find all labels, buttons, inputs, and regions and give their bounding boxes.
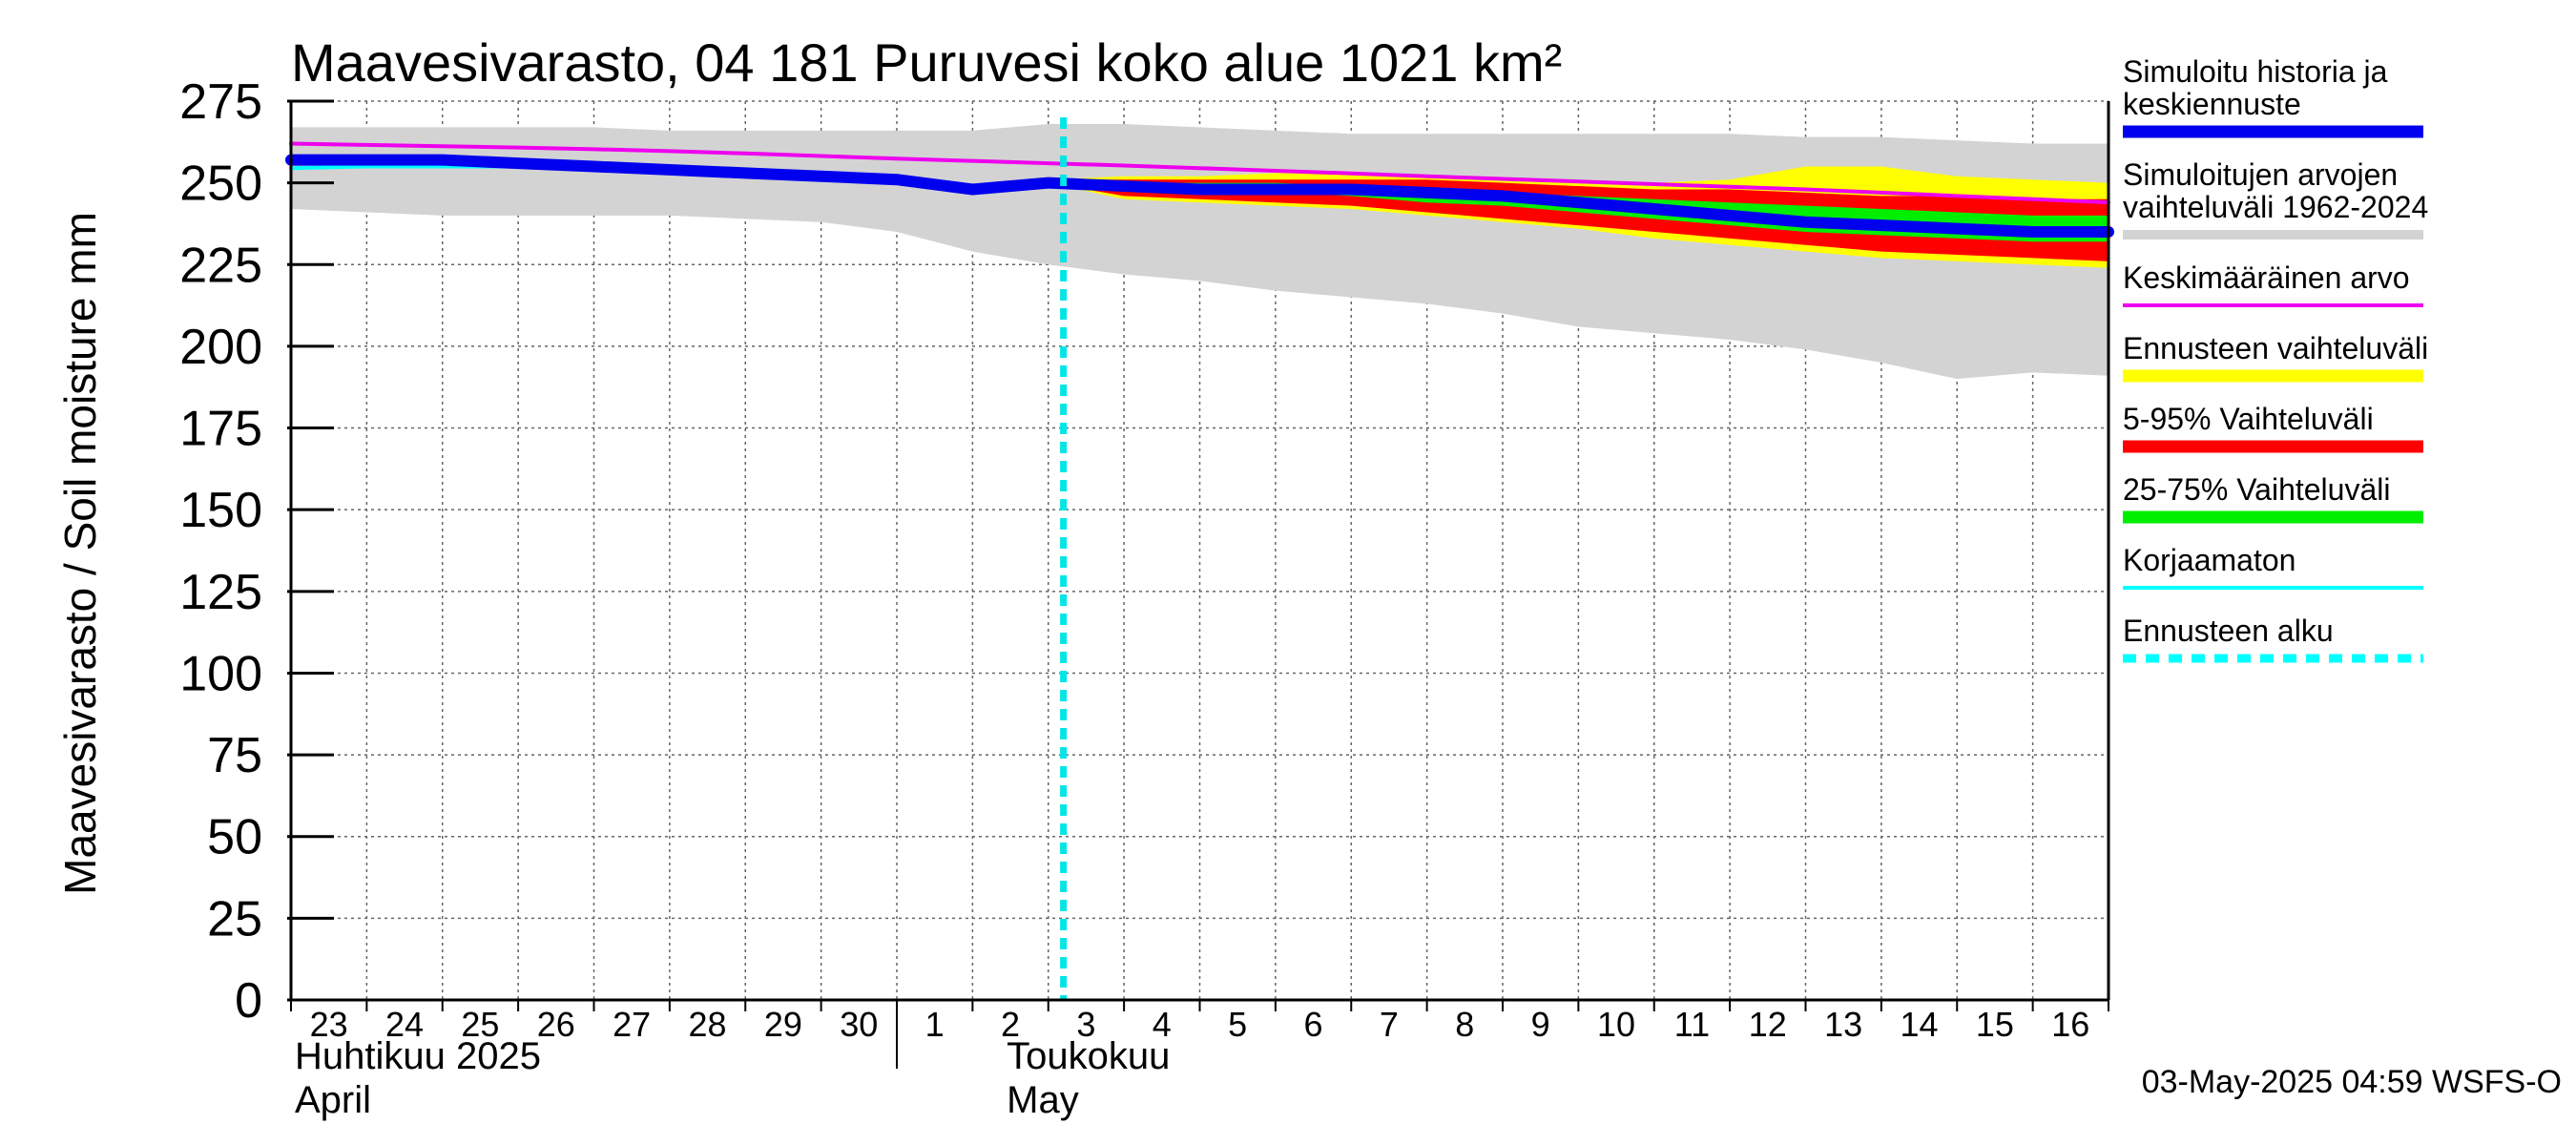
chart-title: Maavesivarasto, 04 181 Puruvesi koko alu… (291, 32, 1562, 93)
x-tick-label: 4 (1153, 1005, 1172, 1044)
x-tick-label: 11 (1674, 1005, 1710, 1044)
legend-label: Ennusteen vaihteluväli (2123, 331, 2428, 365)
month-label-fi: Huhtikuu 2025 (295, 1035, 541, 1077)
month-label-en: May (1007, 1079, 1079, 1121)
legend-label: Korjaamaton (2123, 543, 2296, 577)
y-tick-label: 125 (179, 565, 262, 620)
y-tick-label: 175 (179, 402, 262, 457)
x-tick-label: 6 (1304, 1005, 1323, 1044)
x-tick-label: 15 (1976, 1005, 2014, 1044)
legend-label: Simuloitujen arvojen (2123, 157, 2398, 192)
simulated-median-line (285, 154, 2114, 239)
x-tick-label: 16 (2051, 1005, 2089, 1044)
mean-line (289, 141, 2110, 205)
x-tick-label: 30 (840, 1005, 878, 1044)
x-tick-label: 3 (1076, 1005, 1095, 1044)
x-tick-label: 14 (1901, 1005, 1939, 1044)
x-tick-label: 9 (1531, 1005, 1550, 1044)
x-tick-label: 23 (310, 1005, 348, 1044)
legend-label: 25-75% Vaihteluväli (2123, 472, 2390, 507)
month-label-fi: Toukokuu (1007, 1035, 1170, 1077)
legend-label: Simuloitu historia ja (2123, 54, 2388, 89)
y-tick-label: 150 (179, 483, 262, 538)
x-tick-label: 12 (1749, 1005, 1787, 1044)
y-tick-label: 100 (179, 646, 262, 701)
legend-label: 5-95% Vaihteluväli (2123, 402, 2374, 436)
legend-label: Keskimääräinen arvo (2123, 260, 2410, 295)
y-tick-label: 50 (207, 810, 262, 865)
x-tick-label: 10 (1597, 1005, 1635, 1044)
legend-label: vaihteluväli 1962-2024 (2123, 190, 2428, 224)
legend-label: Ennusteen alku (2123, 614, 2334, 648)
x-tick-label: 7 (1380, 1005, 1399, 1044)
x-tick-label: 25 (461, 1005, 499, 1044)
y-tick-label: 25 (207, 891, 262, 947)
y-tick-label: 200 (179, 320, 262, 375)
x-tick-label: 26 (537, 1005, 575, 1044)
y-tick-label: 225 (179, 238, 262, 293)
x-tick-label: 5 (1228, 1005, 1247, 1044)
y-tick-label: 75 (207, 728, 262, 783)
timestamp-footer: 03-May-2025 04:59 WSFS-O (2142, 1064, 2562, 1100)
y-tick-label: 275 (179, 74, 262, 130)
month-label-en: April (295, 1079, 371, 1121)
x-tick-label: 13 (1824, 1005, 1862, 1044)
x-tick-label: 27 (613, 1005, 651, 1044)
x-tick-label: 1 (925, 1005, 945, 1044)
x-tick-label: 2 (1001, 1005, 1020, 1044)
y-tick-label: 250 (179, 156, 262, 212)
legend-label: keskiennuste (2123, 87, 2301, 121)
x-tick-label: 28 (689, 1005, 727, 1044)
x-tick-label: 29 (764, 1005, 802, 1044)
x-tick-label: 8 (1455, 1005, 1474, 1044)
x-tick-label: 24 (385, 1005, 424, 1044)
y-tick-label: 0 (235, 973, 262, 1029)
plot-area (285, 100, 2114, 1000)
p5-95-band (1048, 179, 2109, 261)
y-axis-label: Maavesivarasto / Soil moisture mm (55, 212, 105, 895)
